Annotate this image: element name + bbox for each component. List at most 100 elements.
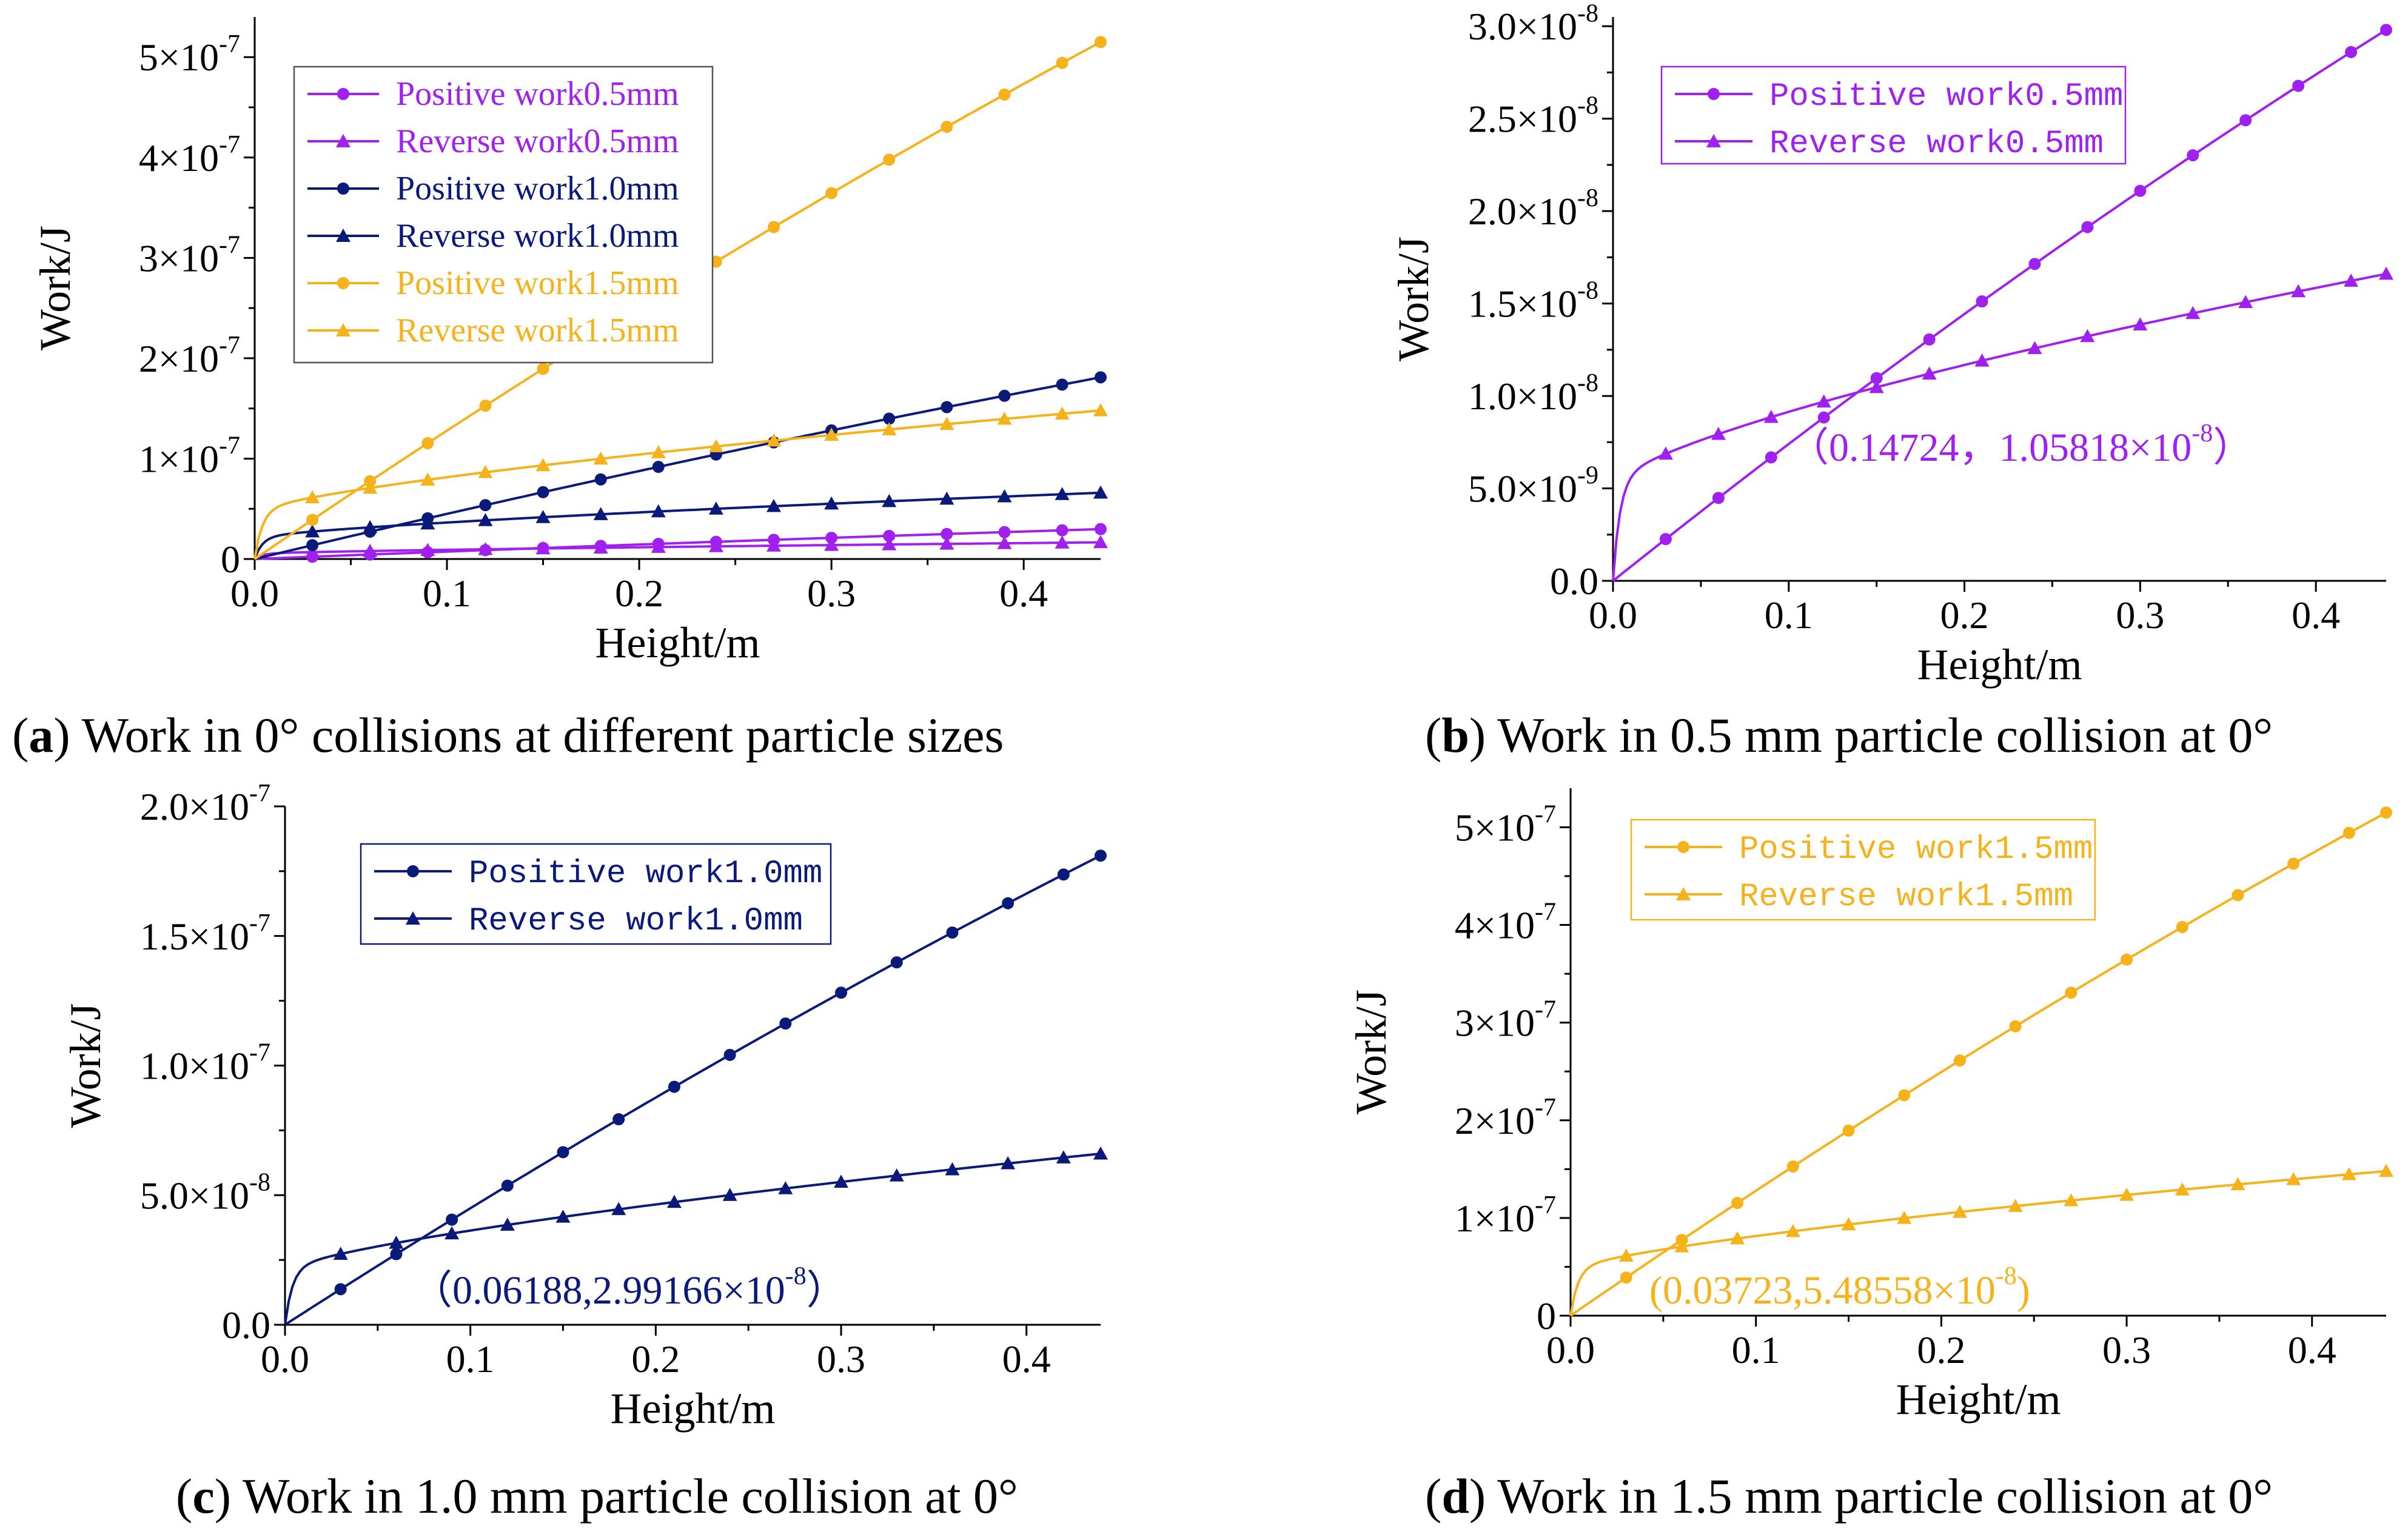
y-tick-label: 2.0×10-8: [1468, 184, 1598, 233]
y-tick-mantissa: 5.0×10: [140, 1174, 249, 1217]
data-point-circle: [537, 363, 549, 375]
data-point-triangle: [1001, 1156, 1016, 1170]
y-tick-mantissa: 1.5×10: [140, 915, 249, 958]
legend-marker-circle: [337, 277, 349, 289]
panel-caption: (a) Work in 0° collisions at different p…: [12, 708, 1004, 763]
legend-marker-circle: [337, 88, 349, 100]
data-point-triangle: [305, 524, 320, 538]
data-point-circle: [946, 926, 959, 939]
data-point-triangle: [420, 516, 435, 530]
data-point-circle: [883, 153, 896, 166]
data-point-circle: [890, 956, 903, 969]
annotation-main: （0.06188,2.99166×10: [412, 1268, 785, 1313]
data-point-triangle: [1658, 446, 1673, 460]
legend-label: Positive work0.5mm: [396, 75, 679, 113]
series-line-0: [1612, 28, 2387, 582]
data-point-circle: [1095, 371, 1107, 384]
data-point-triangle: [1730, 1231, 1745, 1245]
y-tick-mantissa: 0.0: [222, 1304, 270, 1347]
data-point-triangle: [1093, 403, 1108, 417]
data-point-triangle: [2379, 1163, 2393, 1177]
data-point-circle: [2232, 889, 2244, 902]
data-point-triangle: [2185, 306, 2201, 320]
data-point-triangle: [478, 541, 493, 555]
data-point-triangle: [593, 451, 608, 465]
y-tick-exponent: -7: [1535, 1094, 1556, 1122]
x-tick-label: 0.2: [631, 1337, 680, 1381]
data-point-triangle: [939, 491, 954, 505]
y-tick-mantissa: 5.0×10: [1468, 467, 1577, 511]
data-point-circle: [825, 187, 838, 199]
data-point-triangle: [2291, 284, 2306, 298]
data-point-circle: [612, 1113, 625, 1126]
legend: Positive work1.0mm Reverse work1.0mm: [360, 843, 832, 945]
y-tick-exponent: -8: [249, 1168, 270, 1196]
data-point-circle: [306, 539, 319, 552]
y-tick-exponent: -7: [1535, 1191, 1556, 1219]
caption-paren-close: ): [215, 1468, 231, 1524]
caption-paren-open: (: [1425, 1468, 1441, 1524]
legend-marker-circle: [337, 182, 349, 195]
y-tick-label: 5.0×10-9: [1468, 462, 1598, 511]
data-point-triangle: [939, 417, 954, 430]
data-point-circle: [1056, 56, 1068, 69]
data-point-triangle: [1055, 487, 1070, 500]
caption-paren-open: (: [1425, 708, 1441, 763]
data-point-triangle: [834, 1174, 849, 1188]
data-point-triangle: [708, 439, 723, 452]
legend-label: Reverse work1.5mm: [396, 312, 679, 349]
x-axis-title: Height/m: [595, 618, 760, 667]
y-tick-label: 3×10-7: [1455, 996, 1556, 1045]
legend-label: Positive work1.0mm: [396, 170, 679, 207]
legend-label: Reverse work1.0mm: [396, 217, 679, 255]
x-tick-label: 0.0: [1589, 594, 1637, 637]
data-point-circle: [2287, 857, 2300, 870]
data-point-triangle: [997, 489, 1012, 503]
data-point-circle: [1659, 533, 1672, 546]
y-tick-mantissa: 1.5×10: [1468, 283, 1577, 326]
data-point-circle: [1095, 849, 1107, 862]
x-tick-label: 0.4: [999, 572, 1048, 615]
data-point-circle: [334, 1283, 347, 1296]
data-point-triangle: [1618, 1248, 1634, 1262]
data-point-circle: [1898, 1089, 1911, 1102]
x-axis-title: Height/m: [1896, 1375, 2061, 1424]
legend: Positive work0.5mm Reverse work0.5mm Posit…: [293, 65, 714, 364]
data-point-circle: [779, 1017, 792, 1030]
legend: Positive work1.5mm Reverse work1.5mm: [1630, 819, 2096, 921]
legend-label: Positive work1.5mm: [396, 264, 679, 302]
legend-box: [293, 65, 714, 364]
data-point-circle: [998, 526, 1011, 538]
data-point-circle: [501, 1179, 514, 1192]
data-point-triangle: [593, 507, 608, 520]
legend-marker-triangle: [1706, 134, 1721, 147]
y-tick-label: 1.0×10-8: [1468, 369, 1598, 418]
x-tick-label: 0.3: [817, 1337, 865, 1381]
data-point-triangle: [651, 445, 666, 458]
data-point-triangle: [1093, 535, 1108, 549]
data-point-triangle: [882, 494, 897, 507]
annotation-tail: ）: [2213, 426, 2253, 470]
series-line-0: [254, 527, 1101, 560]
y-tick-label: 3×10-7: [139, 231, 240, 280]
caption-paren-close: ): [1469, 1468, 1486, 1524]
y-tick-label: 5.0×10-8: [140, 1168, 270, 1217]
data-point-triangle: [444, 1226, 460, 1240]
data-point-circle: [557, 1146, 569, 1159]
data-point-triangle: [1897, 1211, 1912, 1224]
legend-label: Reverse work0.5mm: [1769, 126, 2104, 162]
data-point-circle: [2065, 986, 2078, 999]
data-point-circle: [1976, 295, 1988, 308]
data-point-triangle: [2341, 1167, 2356, 1180]
data-point-circle: [1620, 1271, 1632, 1284]
data-point-circle: [2009, 1020, 2022, 1033]
x-tick-label: 0.4: [1002, 1337, 1051, 1381]
annotation-exponent: -8: [785, 1262, 807, 1290]
x-tick-label: 0.3: [2102, 1328, 2151, 1371]
data-point-triangle: [824, 496, 839, 510]
y-tick-label: 1.0×10-7: [140, 1039, 270, 1088]
y-tick-mantissa: 2.0×10: [1468, 190, 1577, 233]
data-point-circle: [2345, 45, 2358, 58]
data-point-triangle: [535, 510, 551, 523]
y-tick-label: 0: [221, 538, 240, 581]
